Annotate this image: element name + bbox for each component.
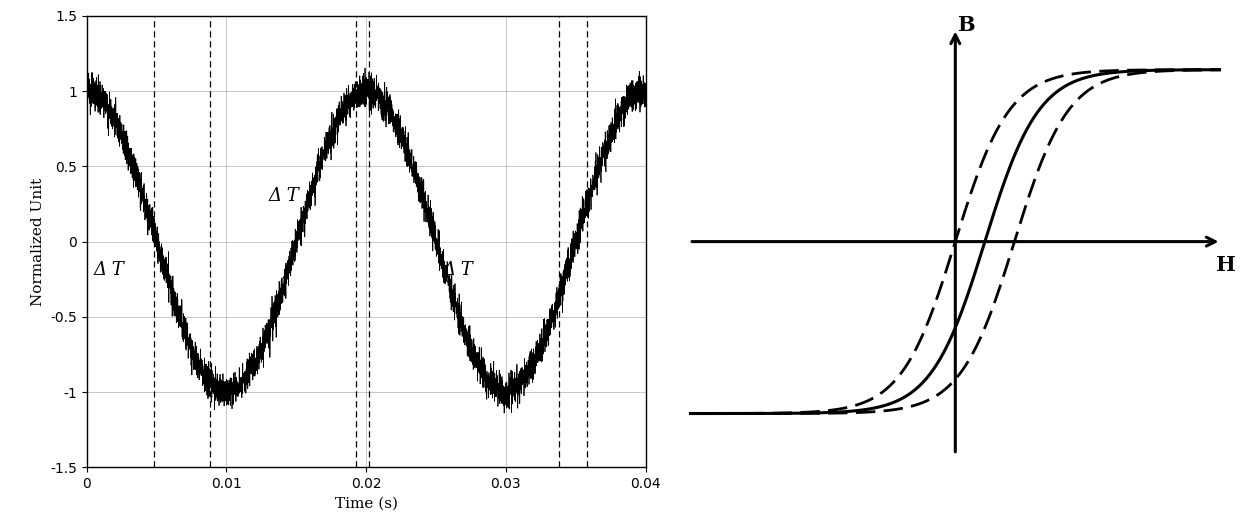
X-axis label: Time (s): Time (s) — [335, 496, 398, 511]
Text: Δ T: Δ T — [443, 261, 474, 279]
Text: H: H — [1216, 255, 1236, 275]
Text: Δ T: Δ T — [268, 187, 299, 205]
Text: Δ T: Δ T — [94, 261, 124, 279]
Text: B: B — [957, 15, 975, 35]
Y-axis label: Normalized Unit: Normalized Unit — [31, 177, 45, 306]
